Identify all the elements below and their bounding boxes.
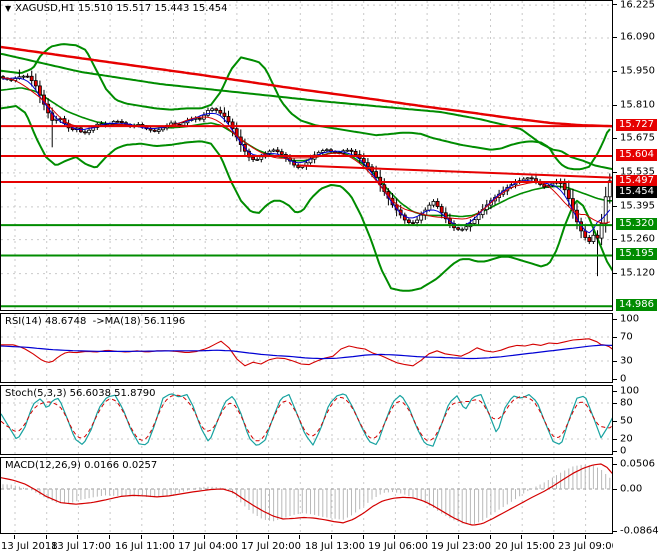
time-tick-label: 13 Jul 17:00 (51, 541, 111, 552)
scale-tick-mark (613, 272, 617, 274)
scale-tick-mark (613, 361, 617, 362)
stochastic-label: Stoch(5,3,3) 56.6038 51.8790 (5, 388, 156, 399)
time-tick-mark (14, 535, 15, 539)
time-tick-mark (362, 535, 364, 539)
price-tick-label: 15.395 (620, 200, 655, 212)
time-tick-label: 19 Jul 06:00 (368, 541, 428, 552)
stochastic-panel[interactable]: Stoch(5,3,3) 56.6038 51.8790 (0, 385, 613, 455)
price-tick-label: 15.535 (620, 166, 655, 178)
price-level-badge: 15.497 (616, 175, 657, 188)
macd-label: MACD(12,26,9) 0.0166 0.0257 (5, 460, 158, 471)
time-tick-mark (235, 535, 237, 539)
scale-tick-mark (613, 137, 617, 139)
time-tick-mark (299, 535, 301, 539)
macd-panel[interactable]: MACD(12,26,9) 0.0166 0.0257 (0, 457, 613, 534)
time-tick-label: 17 Jul 20:00 (241, 541, 301, 552)
time-tick-mark (426, 535, 428, 539)
scale-tick-mark (613, 379, 617, 380)
time-tick-mark (77, 535, 79, 539)
stochastic-canvas[interactable] (1, 386, 612, 454)
macd-canvas[interactable] (1, 458, 612, 533)
macd-tick-label: 0.00 (620, 483, 643, 495)
time-tick-mark (267, 535, 269, 539)
time-tick-label: 18 Jul 13:00 (305, 541, 365, 552)
time-tick-mark (584, 535, 586, 539)
scale-tick-mark (613, 171, 617, 173)
scale-tick-mark (613, 337, 617, 338)
time-tick-label: 13 Jul 2018 (1, 541, 58, 552)
chart-title: XAGUSD,H1 15.510 15.517 15.443 15.454 (15, 3, 228, 14)
rsi-panel[interactable]: RSI(14) 48.6748 ->MA(18) 56.1196 (0, 313, 613, 383)
time-tick-mark (140, 535, 142, 539)
time-tick-mark (457, 535, 459, 539)
scale-tick-mark (613, 70, 617, 72)
price-tick-label: 15.120 (620, 267, 655, 279)
price-chart-canvas[interactable] (1, 1, 612, 310)
scale-tick-mark (613, 489, 617, 490)
scale-tick-mark (613, 36, 617, 38)
price-tick-label: 15.950 (620, 65, 655, 77)
price-scale: 16.225 16.090 15.950 15.810 15.675 15.535 15.3… (613, 0, 660, 560)
price-tick-label: 15.260 (620, 233, 655, 245)
symbol-dropdown-icon[interactable]: ▼ (5, 4, 12, 13)
price-tick-label: 16.090 (620, 31, 655, 43)
time-tick-label: 20 Jul 15:00 (495, 541, 555, 552)
chart-title-bar: ▼ XAGUSD,H1 15.510 15.517 15.443 15.454 (5, 3, 228, 14)
time-tick-mark (394, 535, 396, 539)
time-tick-mark (172, 535, 174, 539)
price-level-badge: 15.195 (616, 248, 657, 261)
stoch-tick-label: 20 (620, 433, 633, 445)
time-tick-label: 16 Jul 11:00 (115, 541, 175, 552)
scale-tick-mark (613, 439, 617, 440)
price-level-badge: 14.986 (616, 299, 657, 312)
stoch-tick-label: 80 (620, 397, 633, 409)
price-level-badge: 15.320 (616, 218, 657, 231)
time-tick-mark (331, 535, 332, 539)
scale-tick-mark (613, 451, 617, 452)
rsi-tick-label: 0 (620, 373, 627, 385)
scale-tick-mark (613, 464, 617, 466)
time-axis: 13 Jul 2018 13 Jul 17:00 16 Jul 11:00 17 Ju… (0, 535, 618, 560)
scale-tick-mark (613, 531, 617, 533)
time-tick-label: 17 Jul 04:00 (178, 541, 238, 552)
stoch-tick-label: 50 (620, 415, 633, 427)
scale-tick-mark (613, 403, 617, 404)
stoch-tick-label: 0 (620, 445, 627, 457)
rsi-tick-label: 70 (620, 331, 633, 343)
scale-tick-mark (613, 391, 617, 392)
scale-tick-mark (613, 105, 617, 106)
macd-tick-label: 0.0506 (620, 458, 655, 470)
time-tick-mark (489, 535, 491, 539)
scale-tick-mark (613, 319, 617, 320)
time-tick-mark (204, 535, 206, 539)
time-tick-label: 19 Jul 23:00 (431, 541, 491, 552)
scale-tick-mark (613, 4, 617, 6)
time-tick-mark (521, 535, 523, 539)
price-level-badge: 15.727 (616, 119, 657, 132)
time-tick-mark (109, 535, 111, 539)
price-tick-label: 15.675 (620, 132, 655, 144)
time-tick-label: 23 Jul 09:00 (558, 541, 618, 552)
rsi-canvas[interactable] (1, 314, 612, 382)
rsi-tick-label: 100 (620, 313, 640, 325)
price-tick-label: 15.810 (620, 99, 655, 111)
time-tick-mark (552, 535, 554, 539)
scale-tick-mark (613, 205, 617, 207)
scale-tick-mark (613, 238, 617, 240)
time-tick-mark (45, 535, 47, 539)
scale-tick-mark (613, 421, 617, 422)
stoch-tick-label: 100 (620, 385, 640, 397)
price-chart-panel[interactable]: ▼ XAGUSD,H1 15.510 15.517 15.443 15.454 (0, 0, 613, 311)
rsi-label: RSI(14) 48.6748 ->MA(18) 56.1196 (5, 316, 186, 327)
current-price-badge: 15.454 (616, 185, 657, 198)
price-tick-label: 16.225 (620, 0, 655, 11)
price-level-badge: 15.604 (616, 149, 657, 162)
rsi-tick-label: 30 (620, 355, 633, 367)
macd-tick-label: -0.0864 (620, 525, 659, 537)
